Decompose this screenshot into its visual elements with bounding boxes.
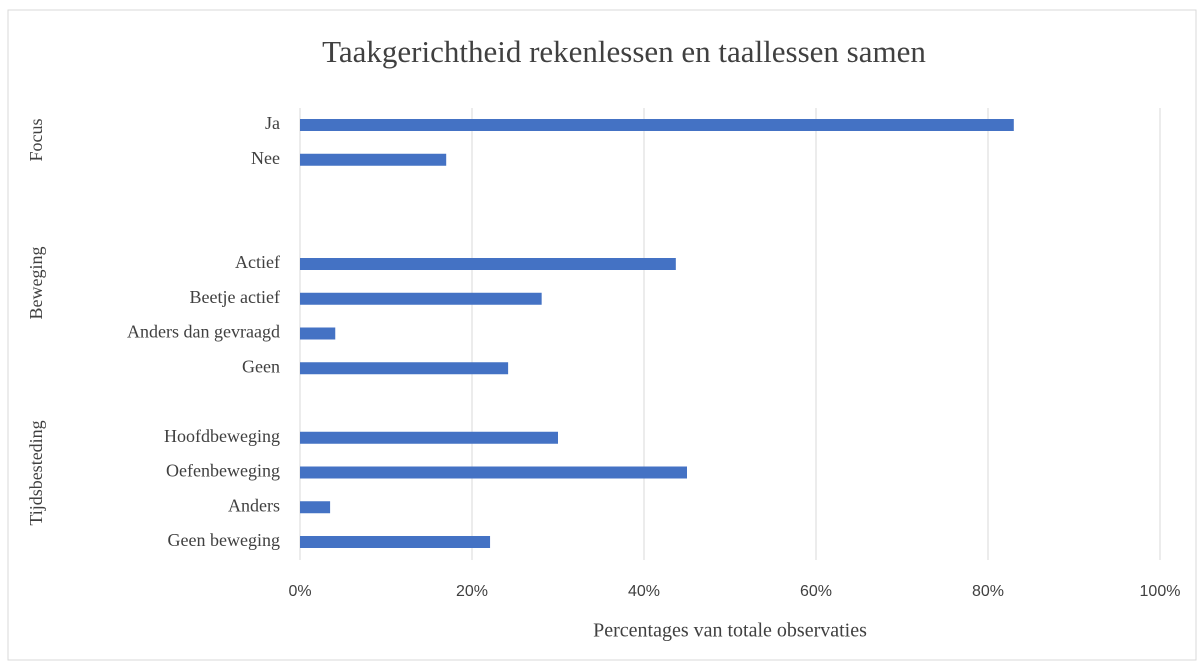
chart-border xyxy=(7,9,1197,661)
bar xyxy=(300,362,509,375)
y-tick-label: Geen beweging xyxy=(168,530,280,550)
x-tick-label: 0% xyxy=(288,583,311,600)
group-label: Tijdsbesteding xyxy=(26,420,46,525)
bar xyxy=(300,501,331,514)
y-tick-label: Ja xyxy=(265,113,280,133)
x-tick-label: 100% xyxy=(1140,583,1181,600)
bar xyxy=(300,536,491,548)
group-label: Focus xyxy=(26,118,46,161)
y-tick-label: Geen xyxy=(242,356,280,376)
chart-title: Taakgerichtheid rekenlessen en taallesse… xyxy=(322,34,926,69)
x-tick-label: 80% xyxy=(972,583,1004,600)
y-tick-label: Hoofdbeweging xyxy=(164,426,280,446)
y-tick-label: Nee xyxy=(251,148,280,168)
bar xyxy=(300,327,336,340)
x-tick-label: 20% xyxy=(456,583,488,600)
x-axis-label: Percentages van totale observaties xyxy=(593,620,867,642)
y-tick-label: Beetje actief xyxy=(190,287,280,307)
y-tick-label: Anders xyxy=(228,495,280,515)
y-tick-label: Anders dan gevraagd xyxy=(127,322,280,342)
bar xyxy=(300,431,558,444)
y-tick-label: Oefenbeweging xyxy=(166,461,280,481)
y-tick-label: Actief xyxy=(235,252,280,272)
group-label: Beweging xyxy=(26,247,46,320)
x-tick-label: 60% xyxy=(800,583,832,600)
bar xyxy=(300,466,687,479)
x-tick-label: 40% xyxy=(628,583,660,600)
bar xyxy=(300,292,542,305)
bar xyxy=(300,153,447,166)
bar xyxy=(300,258,676,270)
bar xyxy=(300,119,1014,131)
